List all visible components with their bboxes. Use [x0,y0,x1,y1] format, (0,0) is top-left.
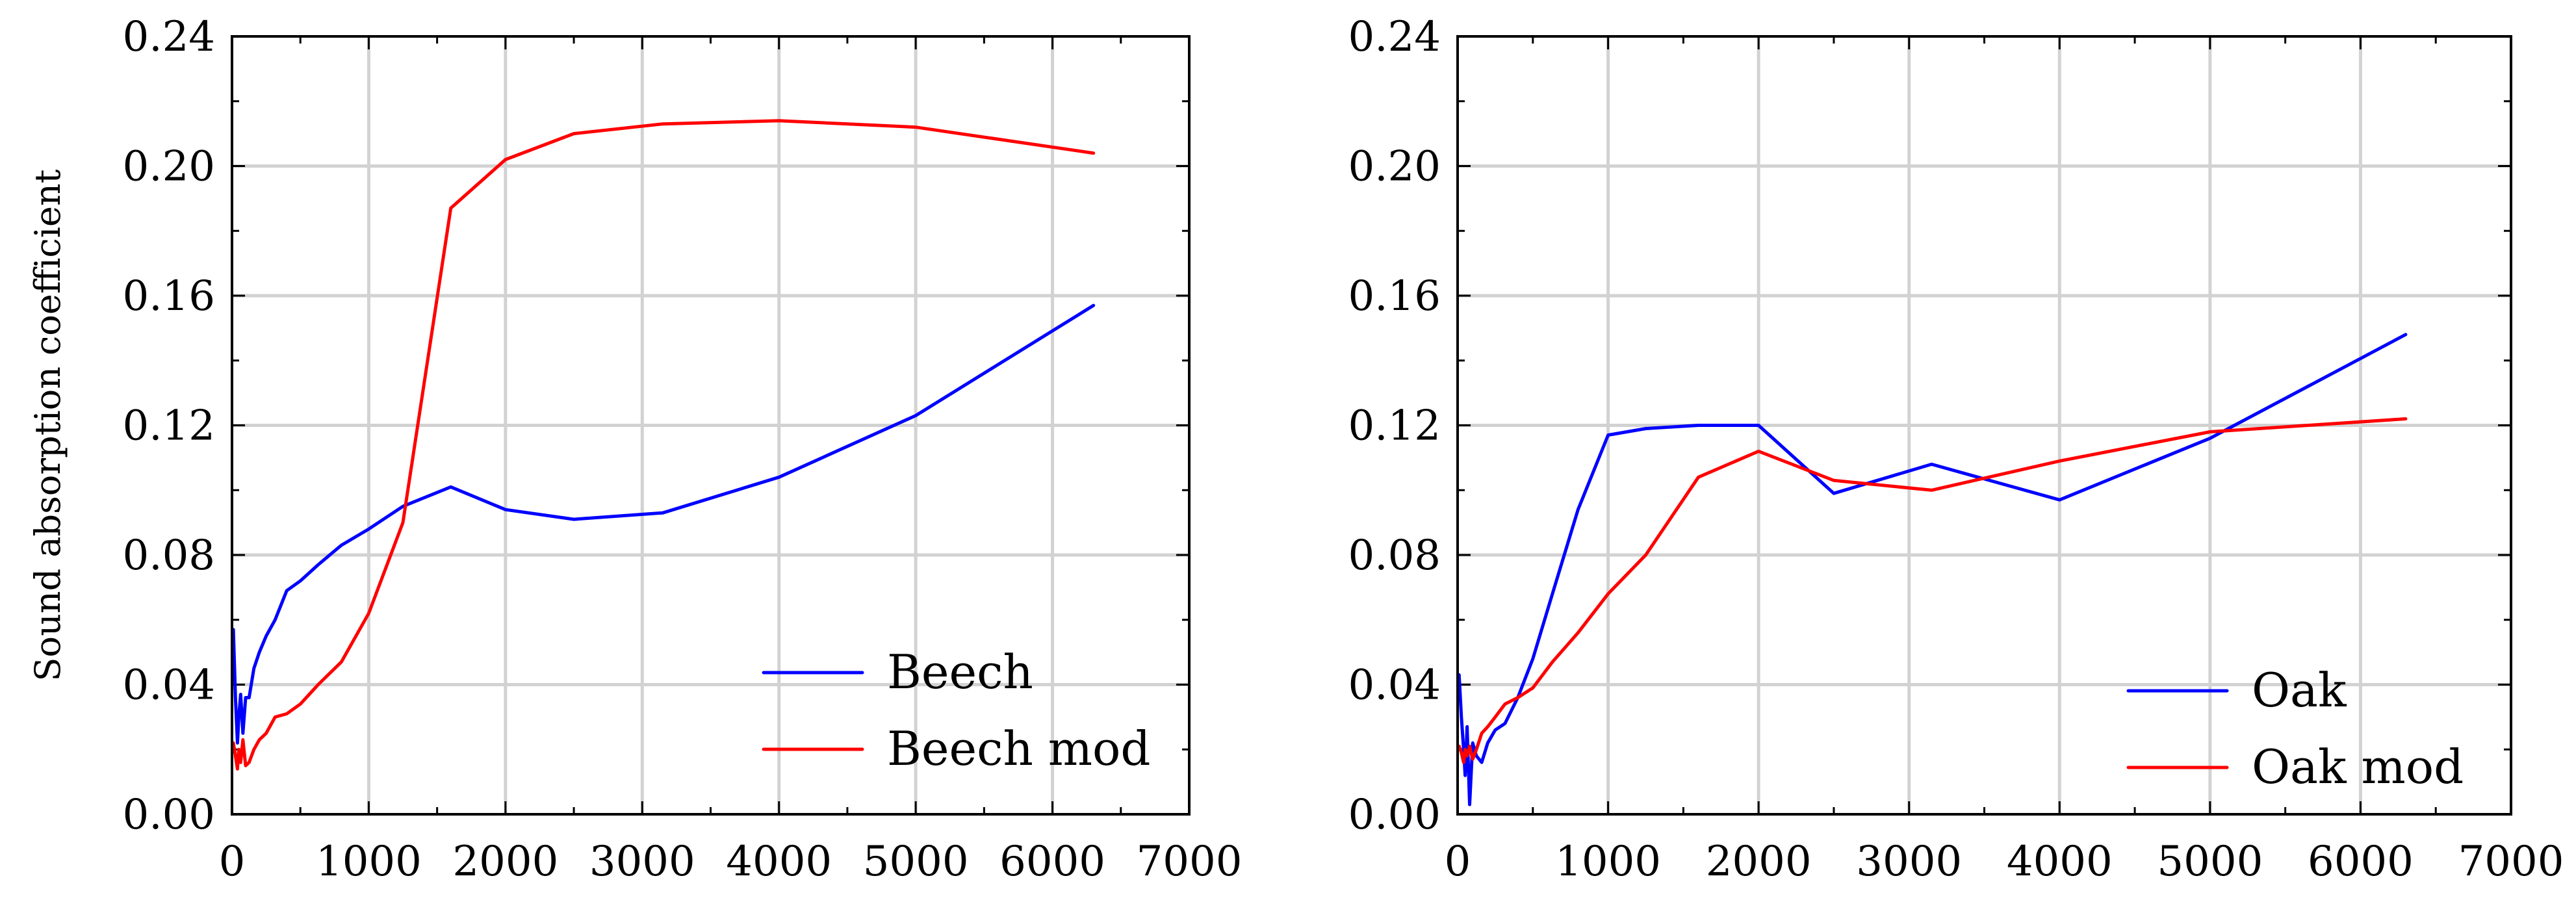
beech-mod-series-line [231,119,1096,771]
y-tick-label: 0.16 [123,272,216,320]
y-tick-label: 0.08 [1348,532,1441,580]
y-tick-label: 0.04 [123,662,216,710]
y-axis-label: Sound absorption coefficient [27,169,68,681]
oak-series-line [1457,333,2408,806]
x-tick-label: 2000 [452,838,558,886]
x-tick-label: 0 [219,838,246,886]
x-tick-label: 6000 [2308,838,2414,886]
x-tick-label: 7000 [2458,838,2564,886]
x-tick-label: 1000 [1555,838,1661,886]
y-tick-label: 0.12 [123,402,216,450]
x-tick-label: 5000 [2157,838,2263,886]
legend-label-beech: Beech [887,645,1033,699]
beech-series-line [231,303,1096,745]
x-tick-label: 2000 [1706,838,1812,886]
y-tick-label: 0.04 [1348,662,1441,710]
legend-label-oak: Oak [2252,663,2347,717]
legend-label-beech-mod: Beech mod [887,721,1150,776]
x-tick-label: 7000 [1137,838,1243,886]
y-tick-label: 0.16 [1348,272,1441,320]
x-tick-label: 0 [1445,838,1471,886]
x-tick-label: 1000 [316,838,422,886]
y-tick-label: 0.20 [1348,143,1441,191]
y-tick-label: 0.00 [123,791,216,839]
y-tick-label: 0.24 [123,13,216,61]
x-tick-label: 5000 [863,838,969,886]
x-tick-label: 3000 [589,838,695,886]
legend-label-oak-mod: Oak mod [2252,740,2464,794]
y-tick-label: 0.20 [123,143,216,191]
y-tick-label: 0.24 [1348,13,1441,61]
plot-frame [231,35,1191,816]
x-tick-label: 4000 [726,838,832,886]
plot-frame [1456,35,2512,816]
y-tick-label: 0.00 [1348,791,1441,839]
oak-mod-series-line [1457,417,2408,764]
y-tick-label: 0.12 [1348,402,1441,450]
x-tick-label: 4000 [2007,838,2113,886]
x-tick-label: 6000 [999,838,1105,886]
x-tick-label: 3000 [1856,838,1962,886]
oak-chart-panel: 0 1000 2000 3000 4000 5000 6000 7000 0.00 0.04 0.0… [1348,13,2564,886]
y-tick-label: 0.08 [123,532,216,580]
beech-chart-panel: 0 1000 2000 3000 4000 5000 6000 7000 0.00 0.04 0.0… [27,13,1242,886]
